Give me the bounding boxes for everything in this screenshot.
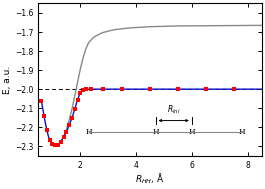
X-axis label: $R_{HH}$, Å: $R_{HH}$, Å [135, 171, 165, 186]
Text: H: H [188, 128, 195, 136]
Text: H: H [239, 128, 245, 136]
Y-axis label: E, a.u.: E, a.u. [3, 66, 12, 94]
Text: H: H [85, 128, 92, 136]
Text: H: H [152, 128, 159, 136]
Text: $R_{ini}$: $R_{ini}$ [167, 103, 180, 116]
